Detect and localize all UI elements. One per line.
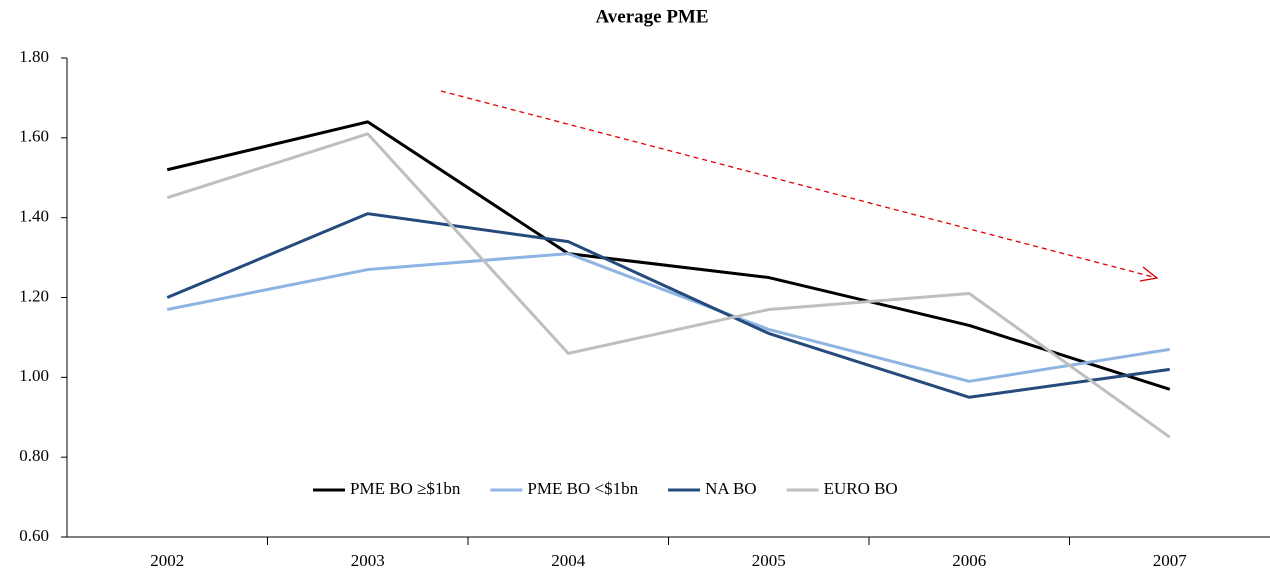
y-tick-label: 1.40 xyxy=(19,207,49,226)
y-tick-label: 0.80 xyxy=(19,446,49,465)
trend-line xyxy=(440,90,1158,279)
x-tick-label: 2004 xyxy=(551,551,586,570)
legend-label: NA BO xyxy=(705,479,756,498)
y-tick-label: 1.00 xyxy=(19,366,49,385)
legend-label: PME BO ≥$1bn xyxy=(350,479,461,498)
series-line xyxy=(166,132,1171,439)
y-tick-label: 1.80 xyxy=(19,47,49,66)
y-tick-label: 1.60 xyxy=(19,127,49,146)
arrow-head xyxy=(1139,266,1159,282)
y-tick-label: 0.60 xyxy=(19,526,49,545)
series-line xyxy=(166,252,1170,383)
y-tick-label: 1.20 xyxy=(19,286,49,305)
x-tick-label: 2002 xyxy=(150,551,184,570)
legend-label: PME BO <$1bn xyxy=(527,479,638,498)
x-tick-label: 2005 xyxy=(752,551,786,570)
series-line xyxy=(166,120,1171,391)
x-tick-label: 2006 xyxy=(952,551,986,570)
trend-arrow xyxy=(440,90,1159,282)
x-tick-label: 2007 xyxy=(1153,551,1188,570)
legend-label: EURO BO xyxy=(824,479,898,498)
chart-title: Average PME xyxy=(595,6,708,27)
series-line xyxy=(166,212,1170,399)
x-tick-label: 2003 xyxy=(351,551,385,570)
